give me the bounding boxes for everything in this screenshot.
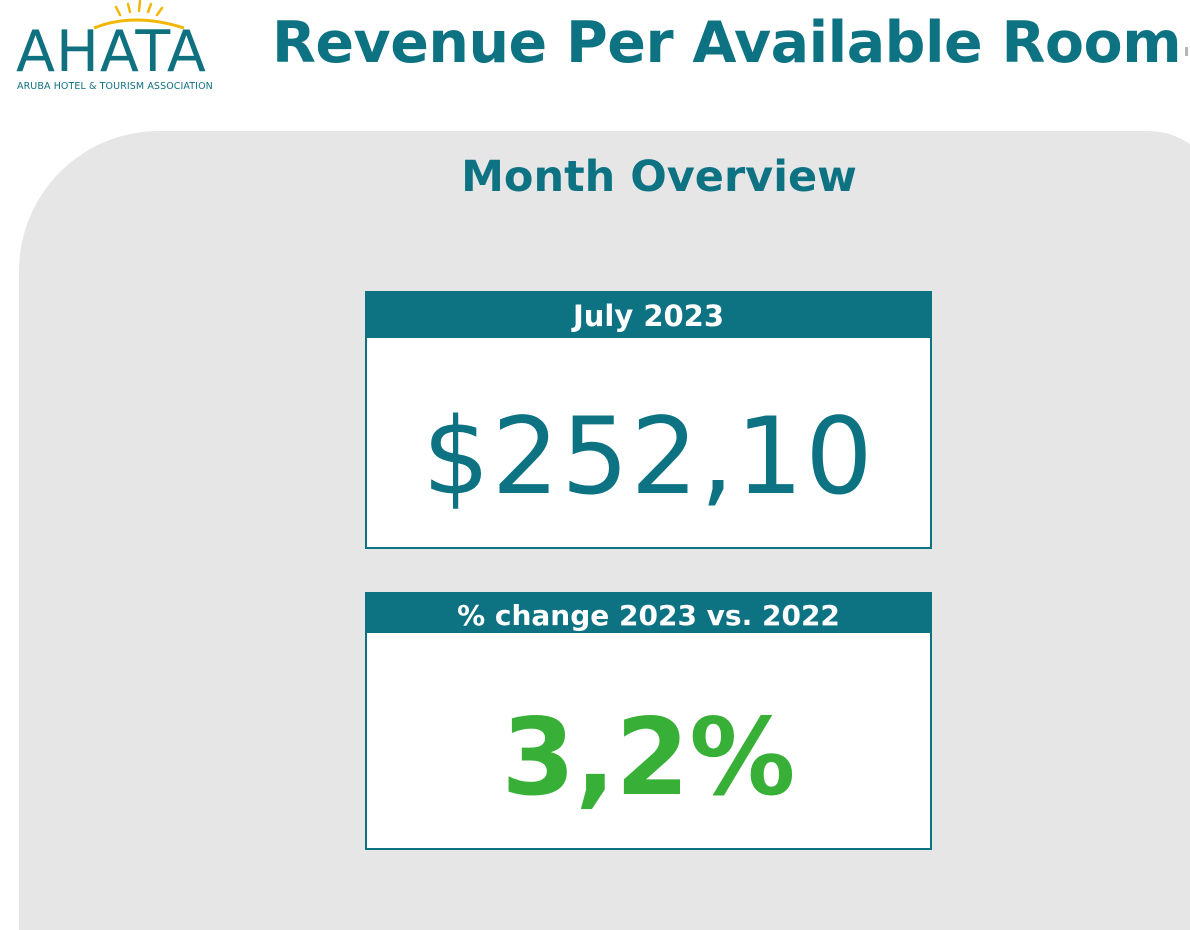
edge-marker [1185, 47, 1188, 56]
revpar-card: July 2023 $252,10 [365, 291, 932, 549]
overview-title: Month Overview [461, 152, 857, 202]
ahata-logo: AHATA ARUBA HOTEL & TOURISM ASSOCIATION [14, 0, 254, 96]
change-card-header: % change 2023 vs. 2022 [367, 594, 930, 633]
change-value: 3,2% [501, 696, 796, 819]
sun-icon [93, 0, 185, 30]
change-card: % change 2023 vs. 2022 3,2% [365, 592, 932, 850]
logo-wordmark: AHATA [16, 19, 207, 85]
revpar-value: $252,10 [422, 395, 875, 518]
page-title: Revenue Per Available Room [272, 10, 1182, 76]
logo-tagline: ARUBA HOTEL & TOURISM ASSOCIATION [17, 81, 213, 92]
revpar-card-header: July 2023 [367, 293, 930, 338]
